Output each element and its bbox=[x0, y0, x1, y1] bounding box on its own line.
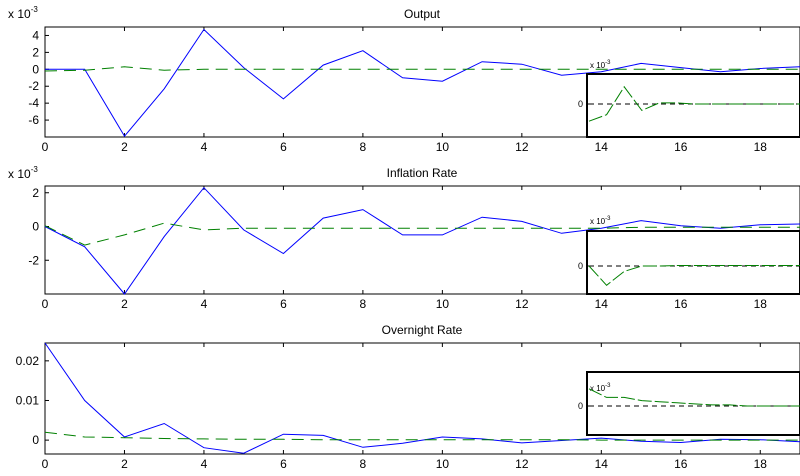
panel-overnight: Overnight Rate 0 2 4 6 8 10 12 14 16 18 0 0.01 0.02… bbox=[16, 323, 800, 471]
axes-box-output bbox=[44, 26, 800, 138]
x-tick-label: 18 bbox=[754, 457, 768, 471]
x-tick-label: 4 bbox=[201, 140, 208, 154]
x-tick-label: 16 bbox=[674, 297, 688, 311]
axes-box-overnight bbox=[44, 342, 800, 455]
x-tick-label: 8 bbox=[360, 140, 367, 154]
series-line-solid bbox=[45, 28, 800, 138]
x-tick-label: 0 bbox=[42, 297, 49, 311]
series-line-solid bbox=[44, 342, 800, 454]
x-tick-label: 14 bbox=[595, 297, 609, 311]
x-tick-label: 14 bbox=[595, 457, 609, 471]
inset-box-inflation bbox=[586, 230, 800, 295]
x-tick-label: 16 bbox=[674, 457, 688, 471]
x-tick-label: 18 bbox=[754, 297, 768, 311]
y-tick-label: -6 bbox=[28, 113, 39, 127]
x-tick-label: 2 bbox=[121, 297, 128, 311]
inset-exponent-inflation: x 10-3 bbox=[590, 216, 611, 226]
chart-title-inflation: Inflation Rate bbox=[387, 166, 458, 180]
y-tick-label: 4 bbox=[32, 28, 39, 42]
x-tick-label: 8 bbox=[360, 297, 367, 311]
axes-box-inflation bbox=[44, 185, 800, 295]
x-ticks-overnight: 0 2 4 6 8 10 12 14 16 18 bbox=[42, 343, 768, 471]
inset-zero-label-inflation: 0 bbox=[578, 261, 583, 271]
y-tick-label: -4 bbox=[28, 96, 39, 110]
x-tick-label: 8 bbox=[360, 457, 367, 471]
x-tick-label: 10 bbox=[436, 140, 450, 154]
y-exponent-inflation: x 10-3 bbox=[8, 165, 38, 181]
series-inflation bbox=[44, 186, 800, 295]
y-tick-label: 0 bbox=[32, 220, 39, 234]
series-overnight bbox=[44, 342, 800, 454]
inset-box-output bbox=[586, 73, 800, 138]
y-tick-label: 0.02 bbox=[16, 354, 40, 368]
inset-series-line bbox=[588, 265, 800, 286]
series-line-solid bbox=[44, 186, 800, 295]
panel-inflation: Inflation Rate x 10-3 0 2 4 6 8 10 12 14 16 18 -2… bbox=[8, 165, 800, 311]
inset-inflation: x 10-3 0 bbox=[578, 216, 800, 295]
inset-series-line bbox=[588, 388, 800, 407]
inset-output: x 10-3 0 bbox=[578, 60, 800, 138]
y-tick-label: 0.01 bbox=[16, 393, 40, 407]
y-tick-label: -2 bbox=[28, 79, 39, 93]
x-tick-label: 10 bbox=[436, 457, 450, 471]
inset-overnight: x 10-3 0 bbox=[578, 371, 800, 436]
x-tick-label: 6 bbox=[280, 140, 287, 154]
x-tick-label: 14 bbox=[595, 140, 609, 154]
y-tick-label: -2 bbox=[28, 253, 39, 267]
series-line-dashed bbox=[44, 66, 800, 72]
chart-title-output: Output bbox=[404, 7, 441, 21]
series-output bbox=[44, 28, 800, 138]
x-tick-label: 4 bbox=[201, 457, 208, 471]
x-tick-label: 18 bbox=[754, 140, 768, 154]
x-tick-label: 10 bbox=[436, 297, 450, 311]
x-tick-label: 2 bbox=[121, 457, 128, 471]
y-tick-label: 0 bbox=[32, 62, 39, 76]
series-line-dashed bbox=[44, 431, 800, 441]
y-tick-label: 2 bbox=[32, 186, 39, 200]
y-ticks-output: -6 -4 -2 0 2 4 bbox=[28, 28, 49, 127]
x-tick-label: 12 bbox=[515, 457, 529, 471]
x-tick-label: 16 bbox=[674, 140, 688, 154]
inset-lines-overnight bbox=[587, 388, 800, 407]
x-tick-label: 12 bbox=[515, 297, 529, 311]
y-ticks-overnight: 0 0.01 0.02 bbox=[16, 354, 49, 447]
chart-title-overnight: Overnight Rate bbox=[382, 323, 463, 337]
inset-series-line bbox=[588, 85, 800, 122]
inset-exponent-overnight: x 10-3 bbox=[590, 383, 611, 393]
inset-lines-output bbox=[587, 85, 800, 122]
series-line-dashed bbox=[44, 222, 800, 246]
x-tick-label: 4 bbox=[201, 297, 208, 311]
y-tick-label: 2 bbox=[32, 45, 39, 59]
inset-lines-inflation bbox=[587, 265, 800, 286]
y-exponent-output: x 10-3 bbox=[8, 5, 38, 21]
panel-output: Output x 10-3 0 2 4 6 8 10 12 14 16 18 -6-4-2024 … bbox=[8, 5, 800, 154]
inset-exponent-output: x 10-3 bbox=[590, 60, 611, 70]
inset-zero-label-output: 0 bbox=[578, 99, 583, 109]
x-ticks-output: 0 2 4 6 8 10 12 14 16 18 bbox=[42, 27, 768, 154]
x-tick-label: 0 bbox=[42, 457, 49, 471]
x-tick-label: 6 bbox=[280, 457, 287, 471]
inset-zero-label-overnight: 0 bbox=[578, 401, 583, 411]
x-ticks-inflation: 0 2 4 6 8 10 12 14 16 18 bbox=[42, 186, 768, 311]
x-tick-label: 2 bbox=[121, 140, 128, 154]
x-tick-label: 12 bbox=[515, 140, 529, 154]
y-tick-label: 0 bbox=[32, 433, 39, 447]
x-tick-label: 0 bbox=[42, 140, 49, 154]
x-tick-label: 6 bbox=[280, 297, 287, 311]
